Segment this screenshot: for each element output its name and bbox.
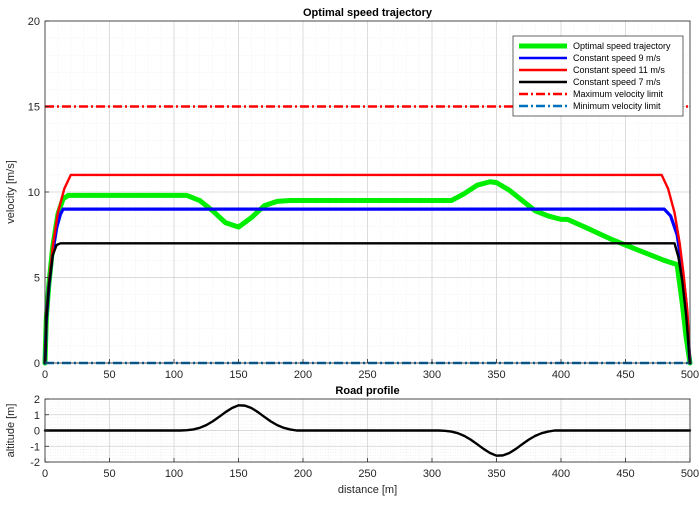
x-tick-label: 350	[487, 369, 505, 381]
y-tick-label: 1	[34, 410, 40, 422]
x-tick-label: 150	[229, 369, 247, 381]
y-tick-label: 10	[28, 187, 40, 199]
legend-box	[512, 35, 684, 117]
y-tick-label: 2	[34, 394, 40, 406]
y-tick-label: -1	[30, 441, 40, 453]
speed-legend: Optimal speed trajectory Constant speed 9…	[512, 35, 684, 117]
x-tick-label: 450	[616, 369, 634, 381]
y-tick-label: -2	[30, 457, 40, 469]
legend-label: Constant speed 11 m/s	[573, 65, 665, 75]
x-tick-label: 200	[294, 369, 312, 381]
x-tick-label: 50	[103, 468, 115, 480]
legend-label: Minimum velocity limit	[573, 101, 661, 111]
x-tick-label: 400	[552, 369, 570, 381]
x-tick-label: 150	[229, 468, 247, 480]
y-tick-label: 0	[34, 358, 40, 370]
x-tick-label: 200	[294, 468, 312, 480]
y-tick-label: 0	[34, 426, 40, 438]
road-y-axis-label: altitude [m]	[5, 404, 17, 458]
speed-trajectory-panel: 0 50 100 150 200 250 300 350 400 450 500 0 5 10 15 20 O…	[5, 7, 699, 381]
series-line-constant-speed-7-m-s	[43, 242, 692, 365]
road-series-group	[43, 404, 692, 457]
road-x-axis-label: distance [m]	[338, 484, 397, 496]
y-tick-label: 15	[28, 102, 40, 114]
road-profile-panel: 0 50 100 150 200 250 300 350 400 450 500 -2 -1 0 1 2 Ro…	[5, 385, 699, 496]
speed-tick-labels: 0 50 100 150 200 250 300 350 400 450 500 0 5 10 15 20	[28, 16, 699, 381]
x-tick-label: 500	[681, 468, 699, 480]
road-tick-labels: 0 50 100 150 200 250 300 350 400 450 500 -2 -1 0 1 2	[30, 394, 699, 480]
x-tick-label: 250	[358, 468, 376, 480]
x-tick-label: 450	[616, 468, 634, 480]
x-tick-label: 400	[552, 468, 570, 480]
speed-chart-title: Optimal speed trajectory	[303, 7, 433, 19]
x-tick-label: 100	[165, 369, 183, 381]
series-line-road-profile	[43, 404, 692, 457]
x-tick-label: 300	[423, 468, 441, 480]
x-tick-label: 0	[42, 468, 48, 480]
x-tick-label: 100	[165, 468, 183, 480]
y-tick-label: 20	[28, 16, 40, 28]
legend-label: Constant speed 9 m/s	[573, 53, 661, 63]
x-tick-label: 350	[487, 468, 505, 480]
x-tick-label: 50	[103, 369, 115, 381]
road-chart-title: Road profile	[335, 385, 399, 397]
x-tick-label: 500	[681, 369, 699, 381]
speed-y-axis-label: velocity [m/s]	[5, 160, 17, 224]
x-tick-label: 0	[42, 369, 48, 381]
x-tick-label: 250	[358, 369, 376, 381]
series-line-optimal-speed-trajectory	[42, 179, 693, 366]
legend-label: Constant speed 7 m/s	[573, 77, 661, 87]
legend-label: Maximum velocity limit	[573, 89, 664, 99]
y-tick-label: 5	[34, 273, 40, 285]
legend-label: Optimal speed trajectory	[573, 41, 671, 51]
x-tick-label: 300	[423, 369, 441, 381]
